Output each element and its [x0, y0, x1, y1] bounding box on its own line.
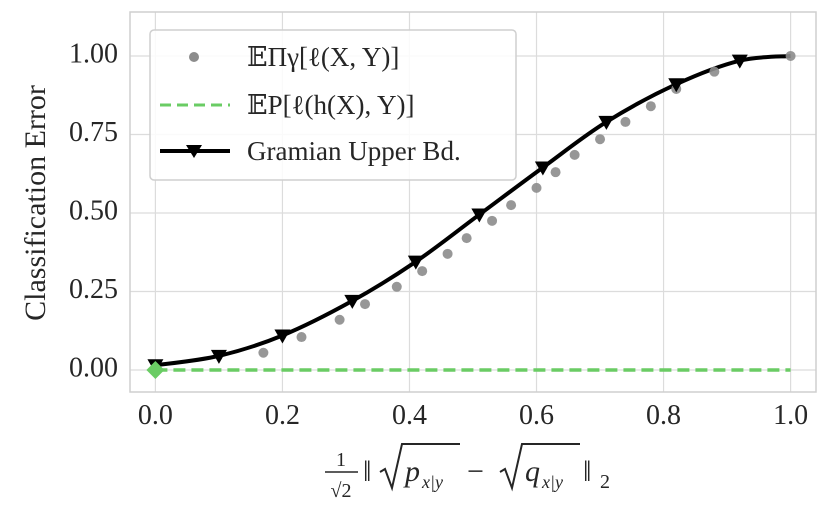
series-empirical-point [709, 66, 720, 77]
series-empirical-point [417, 266, 428, 277]
x-label-minus: − [467, 455, 484, 488]
x-axis-label: 1 √2 ‖ p x|y − q x|y ‖ 2 [325, 443, 610, 502]
series-empirical-point [334, 314, 345, 325]
y-tick-label: 0.50 [69, 195, 118, 226]
x-label-norm-close: ‖ [583, 455, 591, 488]
y-tick-label: 0.00 [69, 352, 118, 383]
y-axis-ticks: 0.00 0.25 0.50 0.75 1.00 [69, 38, 118, 383]
series-empirical-point [461, 233, 472, 244]
y-axis-label: Classification Error [19, 85, 52, 321]
x-tick-label: 0.2 [265, 400, 300, 431]
x-tick-label: 0.4 [392, 400, 427, 431]
series-empirical-point [531, 182, 542, 193]
series-gramian-marker [407, 255, 424, 270]
x-label-sqrt-p [379, 443, 460, 492]
y-tick-label: 0.75 [69, 117, 118, 148]
series-empirical-point [391, 281, 402, 292]
series-layer [146, 50, 796, 380]
series-gramian-marker [344, 294, 361, 309]
legend: 𝔼Πγ[ℓ(X, Y)] 𝔼P[ℓ(h(X), Y)] Gramian Uppe… [149, 29, 517, 181]
series-gramian-marker [210, 349, 227, 364]
x-label-sqrt-q [499, 443, 580, 492]
x-label-frac-denominator: √2 [331, 480, 352, 502]
x-tick-label: 1.0 [773, 400, 808, 431]
y-tick-label: 0.25 [69, 274, 118, 305]
series-empirical-point [296, 332, 307, 343]
x-label-norm-sub: 2 [600, 471, 610, 493]
legend-h-error-label: 𝔼P[ℓ(h(X), Y)] [247, 90, 414, 120]
x-label-frac-numerator: 1 [336, 449, 346, 471]
legend-box [149, 29, 517, 181]
series-gramian-marker [598, 115, 615, 130]
x-axis-ticks: 0.0 0.2 0.4 0.6 0.8 1.0 [138, 400, 808, 431]
legend-gramian-marker [186, 145, 202, 158]
legend-empirical-marker [189, 52, 199, 62]
series-empirical-point [785, 50, 796, 61]
x-label-q: q [525, 455, 540, 488]
series-gramian-marker [274, 329, 291, 344]
legend-gramian-label: Gramian Upper Bd. [247, 136, 461, 166]
x-label-p-sub: x|y [421, 472, 443, 492]
x-label-q-sub: x|y [541, 472, 563, 492]
series-empirical-point [550, 167, 561, 178]
series-empirical-point [442, 248, 453, 259]
x-label-norm-open: ‖ [363, 455, 371, 488]
series-empirical-point [360, 299, 371, 310]
plot-frame [129, 11, 817, 393]
x-tick-label: 0.6 [519, 400, 554, 431]
series-empirical-point [595, 134, 606, 145]
series-empirical-point [506, 200, 517, 211]
series-empirical-point [569, 149, 580, 160]
series-gramian-marker [731, 54, 748, 69]
x-tick-label: 0.8 [646, 400, 681, 431]
series-gramian-marker [471, 208, 488, 223]
series-gramian-marker [668, 78, 685, 93]
x-label-p: p [403, 455, 420, 488]
series-empirical-point [487, 215, 498, 226]
legend-empirical-label: 𝔼Πγ[ℓ(X, Y)] [247, 42, 399, 72]
series-empirical-point [620, 116, 631, 127]
series-gramian-marker [534, 161, 551, 176]
highlight-diamond-marker [146, 361, 165, 380]
series-empirical-point [645, 101, 656, 112]
x-tick-label: 0.0 [138, 400, 173, 431]
y-tick-label: 1.00 [69, 38, 118, 69]
series-empirical-point [258, 347, 269, 358]
